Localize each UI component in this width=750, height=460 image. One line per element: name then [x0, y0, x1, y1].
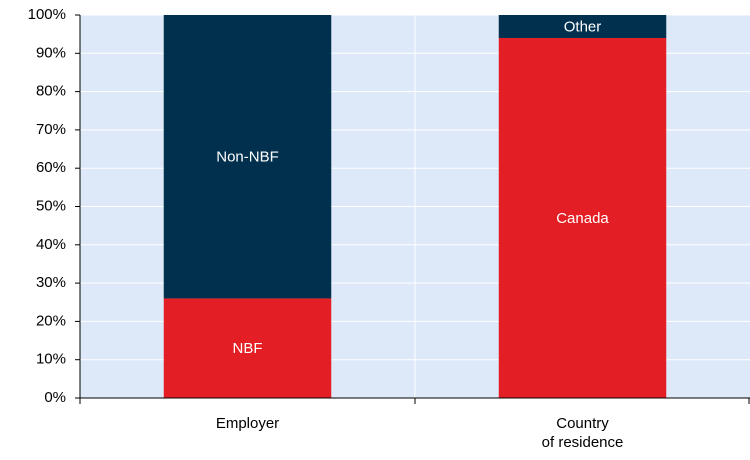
y-tick-label: 80%: [36, 83, 66, 100]
segment-label: Other: [564, 18, 602, 35]
y-tick-label: 60%: [36, 159, 66, 176]
x-tick-label: Employer: [216, 415, 279, 432]
y-tick-label: 50%: [36, 197, 66, 214]
y-tick-label: 100%: [28, 6, 66, 23]
y-tick-label: 40%: [36, 236, 66, 253]
bar-segment: [163, 15, 332, 299]
y-tick-label: 10%: [36, 351, 66, 368]
bar-segment: [498, 15, 667, 38]
x-tick-label: Country of residence: [542, 415, 624, 451]
segment-label: NBF: [233, 340, 263, 357]
y-tick-label: 90%: [36, 44, 66, 61]
segment-label: Canada: [556, 210, 609, 227]
bar-segment: [498, 37, 667, 398]
y-tick-label: 0%: [44, 389, 66, 406]
bar-segment: [163, 298, 332, 398]
y-tick-label: 30%: [36, 274, 66, 291]
segment-label: Non-NBF: [216, 149, 279, 166]
y-tick-label: 70%: [36, 121, 66, 138]
y-tick-label: 20%: [36, 312, 66, 329]
